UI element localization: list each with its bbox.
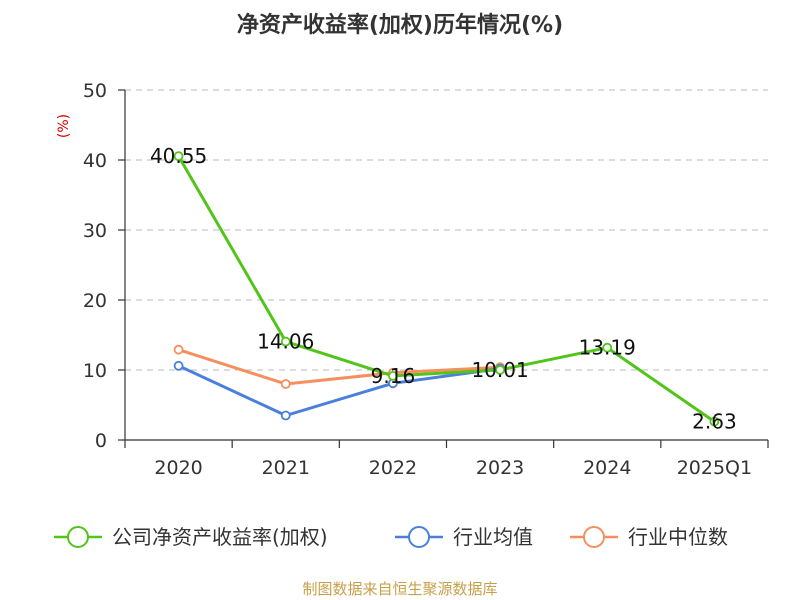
data-point[interactable] (388, 370, 398, 381)
legend-label: 行业均值 (453, 525, 533, 549)
series-line (177, 364, 501, 417)
data-label: 14.06 (257, 330, 314, 354)
data-point[interactable] (280, 410, 291, 421)
chart-title: 净资产收益率(加权)历年情况(%) (237, 12, 563, 38)
legend-marker (583, 526, 605, 548)
x-tick-label: 2024 (583, 457, 631, 479)
data-point[interactable] (173, 360, 184, 371)
axes: 0 10 20 30 40 50 2020 2021 2022 2023 2024 2025Q1 (83, 80, 769, 479)
legend[interactable]: 公司净资产收益率(加权) 行业均值 行业中位数 (54, 525, 728, 549)
x-tick-label: 2021 (262, 457, 310, 479)
x-tick-label: 2020 (154, 457, 202, 479)
legend-label: 行业中位数 (628, 525, 728, 549)
data-label: 40.55 (150, 144, 207, 168)
legend-marker (67, 526, 89, 548)
legend-marker (408, 526, 430, 548)
legend-item-company-roe[interactable]: 公司净资产收益率(加权) (54, 525, 328, 549)
data-point[interactable] (602, 342, 613, 353)
series-layer (173, 151, 720, 427)
series-line (177, 155, 716, 423)
y-tick-label: 50 (83, 80, 107, 102)
legend-label: 公司净资产收益率(加权) (112, 525, 328, 549)
data-label: 10.01 (471, 358, 528, 382)
source-note: 制图数据来自恒生聚源数据库 (302, 580, 497, 598)
y-tick-label: 0 (95, 430, 107, 452)
x-tick-label: 2025Q1 (677, 457, 752, 479)
data-labels: 40.55 14.06 9.16 10.01 13.19 2.63 (150, 144, 737, 433)
legend-item-industry-median[interactable]: 行业中位数 (570, 525, 728, 549)
x-tick-label: 2023 (476, 457, 524, 479)
y-tick-label: 30 (83, 220, 107, 242)
legend-item-industry-mean[interactable]: 行业均值 (395, 525, 533, 549)
data-point[interactable] (495, 365, 505, 375)
y-tick-label: 20 (83, 290, 107, 312)
data-point[interactable] (280, 379, 291, 389)
data-point[interactable] (709, 416, 720, 427)
x-tick-label: 2022 (369, 457, 417, 479)
data-label: 13.19 (579, 336, 636, 360)
y-axis-label: (%) (56, 114, 72, 138)
data-label: 9.16 (371, 364, 416, 388)
data-point[interactable] (173, 344, 184, 355)
y-tick-label: 40 (83, 150, 107, 172)
series-line (178, 348, 501, 386)
data-point[interactable] (280, 336, 291, 347)
data-point[interactable] (173, 151, 184, 162)
data-label: 2.63 (692, 410, 737, 434)
y-tick-label: 10 (83, 360, 107, 382)
